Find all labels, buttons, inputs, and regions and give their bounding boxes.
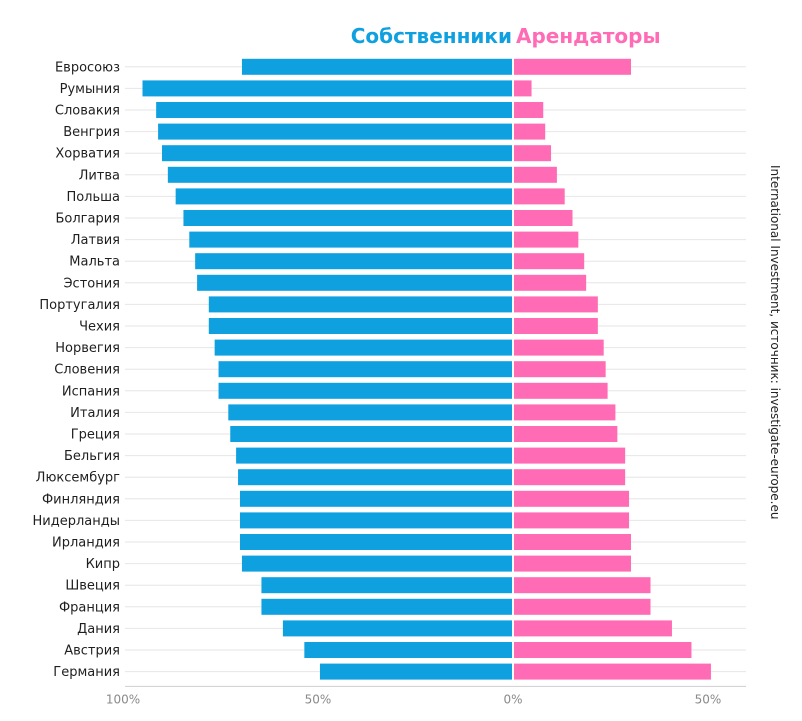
bar-tenants (514, 274, 587, 291)
bar-tenants (514, 318, 598, 334)
bar-owners (189, 231, 513, 248)
bar-tenants (514, 123, 546, 140)
bar-owners (228, 404, 513, 421)
bar-owners (208, 296, 513, 313)
bar-owners (236, 447, 512, 464)
category-label: Италия (70, 406, 120, 421)
category-label: Нидерланды (33, 514, 121, 529)
category-label: Хорватия (55, 147, 120, 162)
bar-owners (319, 663, 512, 680)
category-label: Словения (54, 363, 120, 378)
bar-tenants (514, 534, 631, 550)
category-label: Португалия (39, 298, 120, 313)
bar-tenants (514, 296, 598, 313)
bar-tenants (514, 58, 631, 75)
category-label: Ирландия (52, 536, 120, 551)
bar-tenants (514, 80, 532, 97)
category-label: Норвегия (55, 341, 120, 356)
bar-owners (218, 382, 513, 399)
category-label: Финляндия (42, 492, 120, 507)
category-label: Словакия (55, 104, 120, 119)
bar-owners (240, 534, 512, 550)
bar-owners (167, 166, 512, 183)
bar-owners (183, 210, 512, 226)
bar-tenants (514, 598, 651, 615)
bar-owners (240, 512, 512, 529)
category-label: Греция (71, 428, 120, 443)
bar-tenants (514, 469, 626, 486)
bar-tenants (514, 490, 630, 507)
source-note: International Investment, источник: inve… (768, 165, 782, 519)
bar-owners (230, 426, 512, 442)
x-tick-label: 50% (305, 692, 332, 706)
bar-tenants (514, 102, 544, 118)
category-label: Эстония (63, 276, 120, 291)
bar-owners (261, 577, 512, 594)
x-tick-labels: 100% 50% 0% 50% (106, 692, 721, 706)
bar-owners (208, 318, 513, 334)
bar-owners (282, 620, 512, 637)
bar-tenants (514, 210, 573, 226)
bar-tenants (514, 426, 618, 442)
bar-tenants (514, 555, 631, 572)
bar-owners (238, 469, 513, 486)
category-label: Чехия (79, 320, 120, 335)
category-label: Швеция (65, 579, 120, 594)
bars (142, 58, 711, 680)
category-label: Австрия (64, 644, 120, 659)
category-label: Латвия (71, 233, 120, 248)
category-label: Венгрия (63, 125, 120, 140)
bar-tenants (514, 404, 616, 421)
bar-tenants (514, 620, 672, 637)
bar-owners (195, 253, 512, 270)
bar-owners (156, 102, 512, 118)
bar-tenants (514, 577, 651, 594)
category-label: Евросоюз (55, 60, 120, 75)
category-label: Литва (79, 168, 120, 183)
category-label: Люксембург (36, 471, 120, 486)
category-label: Испания (62, 384, 120, 399)
bar-owners (214, 339, 512, 356)
bar-owners (175, 188, 512, 205)
legend-owners: Собственники (351, 24, 512, 48)
bar-tenants (514, 642, 692, 658)
category-label: Болгария (56, 212, 121, 227)
category-labels: Евросоюз Румыния Словакия Венгрия Хорватия Ли… (33, 60, 121, 680)
bar-owners (158, 123, 512, 140)
bar-owners (241, 555, 512, 572)
category-label: Румыния (60, 82, 120, 97)
bar-tenants (514, 166, 557, 183)
category-label: Дания (77, 622, 120, 637)
bar-tenants (514, 231, 579, 248)
bar-owners (304, 642, 512, 658)
bar-owners (241, 58, 512, 75)
bar-tenants (514, 145, 552, 162)
category-label: Кипр (86, 557, 120, 572)
bar-owners (162, 145, 512, 162)
bar-tenants (514, 382, 608, 399)
bar-tenants (514, 253, 585, 270)
bar-tenants (514, 512, 630, 529)
category-label: Германия (53, 665, 120, 680)
legend-tenants: Арендаторы (516, 24, 661, 48)
x-tick-label: 0% (503, 692, 522, 706)
bar-owners (142, 80, 512, 97)
x-tick-label: 50% (695, 692, 722, 706)
category-label: Польша (66, 190, 120, 205)
x-tick-label: 100% (106, 692, 140, 706)
bar-owners (218, 361, 513, 378)
category-label: Мальта (69, 255, 120, 270)
bar-tenants (514, 361, 606, 378)
bar-tenants (514, 447, 626, 464)
bar-tenants (514, 339, 604, 356)
bar-owners (261, 598, 512, 615)
bar-tenants (514, 663, 711, 680)
category-label: Бельгия (64, 449, 120, 464)
bar-owners (240, 490, 512, 507)
bar-owners (197, 274, 512, 291)
bar-tenants (514, 188, 565, 205)
category-label: Франция (59, 600, 120, 615)
